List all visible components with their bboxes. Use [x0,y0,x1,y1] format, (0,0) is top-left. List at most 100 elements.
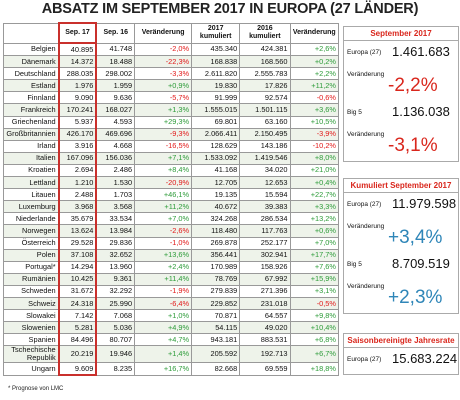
value-cell: 424.381 [239,42,291,57]
value-cell: -0,5% [289,296,340,311]
country-cell: Kroatien [2,163,60,178]
value-cell: +11,4% [134,272,193,286]
panel-value: 1.461.683 [392,44,450,59]
value-cell: 92.574 [239,91,291,105]
value-cell: 20.219 [57,345,98,364]
table-row: Norwegen 13.624 13.984 -2,6% 118.480 117.763 +… [2,224,340,238]
summary-panel: September 2017 Europa (27) 1.461.683 Veränd… [343,26,459,162]
country-cell: Belgien [2,42,60,57]
country-cell: Italien [2,151,60,165]
value-cell: -6,4% [134,296,193,311]
value-cell: 1.419.546 [239,151,291,165]
country-cell: Estland [2,79,60,93]
value-cell: 24.318 [57,296,98,311]
value-cell: 63.160 [239,115,291,129]
value-cell: 32.292 [95,284,136,298]
panel-label: Veränderung [347,71,385,78]
value-cell: +13,6% [134,248,193,262]
value-cell: +21,0% [289,163,340,178]
table-row: Litauen 2.488 1.703 +46,1% 19.135 15.594 +22,7… [2,188,340,202]
value-cell: 9.090 [57,91,98,105]
value-cell: 78.769 [191,272,241,286]
value-cell: 1.976 [57,79,98,93]
value-cell: -20,9% [134,176,193,190]
value-cell: +1,3% [134,103,193,117]
value-cell: +22,7% [289,188,340,202]
value-cell: +10,5% [289,115,340,129]
country-cell: Spanien [2,333,60,347]
value-cell: +2,4% [134,260,193,274]
value-cell: 13.960 [95,260,136,274]
country-cell: Irland [2,139,60,153]
value-cell: 118.480 [191,224,241,238]
header-cell: 2017 kumuliert [191,22,241,44]
value-cell: 192.713 [239,345,291,364]
country-cell: Norwegen [2,224,60,238]
panel-row: Europa (27) 15.683.224 [344,348,458,374]
country-cell: Ungarn [2,362,60,376]
value-cell: 168.560 [239,55,291,69]
table-row: Tschechische Republik 20.219 19.946 +1,4% 20… [2,345,340,364]
country-cell: Dänemark [2,55,60,69]
value-cell: +1,4% [134,345,193,364]
panel-label: Veränderung [347,283,385,290]
value-cell: +0,2% [289,55,340,69]
value-cell: +2,2% [289,67,340,81]
value-cell: +2,6% [289,42,340,57]
panel-title: September 2017 [344,27,458,41]
value-cell: +11,2% [134,200,193,214]
table-row: Belgien 40.895 41.748 -2,0% 435.340 424.381 +2… [2,42,340,57]
value-cell: +3,1% [289,284,340,298]
table-row: Luxemburg 3.968 3.568 +11,2% 40.672 39.383 +3,… [2,200,340,214]
value-cell: 205.592 [191,345,241,364]
value-cell: 143.186 [239,139,291,153]
value-cell: 19.830 [191,79,241,93]
value-cell: 1.959 [95,79,136,93]
panel-row: Veränderung -2,2% [344,67,458,101]
value-cell: 286.534 [239,212,291,226]
panel-value: 15.683.224 [392,351,458,366]
panel-label: Veränderung [347,131,385,138]
value-cell: 13.984 [95,224,136,238]
value-cell: 40.672 [191,200,241,214]
value-cell: 288.035 [57,67,98,81]
value-cell: +1,0% [134,309,193,323]
value-cell: 5.036 [95,321,136,335]
value-cell: 1.501.115 [239,103,291,117]
value-cell: +46,1% [134,188,193,202]
value-cell: 3.916 [57,139,98,153]
table-row: Niederlande 35.679 33.534 +7,0% 324.268 286.5… [2,212,340,226]
value-cell: 2.611.820 [191,67,241,81]
value-cell: +3,3% [289,200,340,214]
value-cell: +13,2% [289,212,340,226]
value-cell: 168.027 [95,103,136,117]
table-row: Rumänien 10.425 9.361 +11,4% 78.769 67.992 +15… [2,272,340,286]
value-cell: 31.672 [57,284,98,298]
value-cell: 3.968 [57,200,98,214]
value-cell: 12.653 [239,176,291,190]
value-cell: 14.294 [57,260,98,274]
value-cell: +15,9% [289,272,340,286]
value-cell: 5.937 [57,115,98,129]
country-cell: Schweiz [2,296,60,311]
panel-row: Veränderung +3,4% [344,219,458,253]
country-cell: Litauen [2,188,60,202]
sales-table: Sep. 17 Sep. 16 Veränderung 2017 kumuliert 2… [2,22,340,377]
value-cell: 29.836 [95,236,136,250]
table-row: Lettland 1.210 1.530 -20,9% 12.705 12.653 +0,4… [2,176,340,190]
country-cell: Deutschland [2,67,60,81]
value-cell: +0,6% [289,224,340,238]
value-cell: 426.170 [57,127,98,141]
value-cell: 2.486 [95,163,136,178]
value-cell: +8,4% [134,163,193,178]
panel-value: 1.136.038 [392,104,450,119]
value-cell: 69.801 [191,115,241,129]
value-cell: 49.020 [239,321,291,335]
value-cell: 943.181 [191,333,241,347]
value-cell: 117.763 [239,224,291,238]
value-cell: 80.707 [95,333,136,347]
value-cell: +17,7% [289,248,340,262]
table-row: Slowenien 5.281 5.036 +4,9% 54.115 49.020 +10,… [2,321,340,335]
value-cell: +6,8% [289,333,340,347]
